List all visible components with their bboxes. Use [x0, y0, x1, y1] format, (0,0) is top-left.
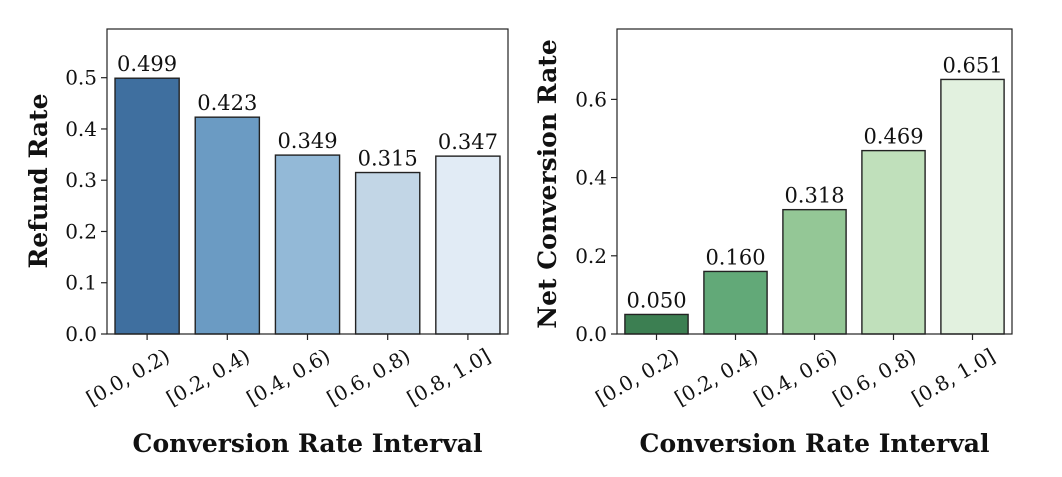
x-tick-label: [0.8, 1.0] — [403, 344, 495, 411]
bar-1 — [624, 313, 689, 335]
x-tick-label: [0.4, 0.6) — [749, 344, 841, 411]
y-tick-label: 0.6 — [575, 87, 607, 111]
y-tick-label: 0.0 — [575, 322, 607, 346]
data-label-2: 0.423 — [197, 91, 257, 115]
data-label-3: 0.349 — [277, 129, 337, 153]
y-tick-label: 0.1 — [65, 271, 97, 295]
chart-panel-2: 0.050 0.160 0.318 0.469 0.651 0.0 0.2 0.4 0.6 [0.… — [533, 28, 1013, 458]
bar-3 — [274, 154, 341, 335]
y-tick-label: 0.0 — [65, 322, 97, 346]
bar-2 — [194, 116, 261, 335]
y-tick-label: 0.2 — [575, 244, 607, 268]
bar-2 — [703, 270, 768, 335]
data-label-3: 0.318 — [784, 184, 844, 208]
bar-4 — [354, 171, 421, 335]
bar-4 — [861, 149, 926, 335]
x-axis-title: Conversion Rate Interval — [133, 429, 483, 458]
data-label-1: 0.050 — [626, 288, 686, 312]
y-tick-label: 0.4 — [65, 117, 97, 141]
x-tick-label: [0.2, 0.4) — [162, 344, 254, 411]
x-tick-label: [0.6, 0.8) — [828, 344, 920, 411]
data-label-5: 0.651 — [942, 53, 1002, 77]
bar-5 — [940, 78, 1005, 335]
x-tick-label: [0.0, 0.2) — [591, 344, 683, 411]
data-label-2: 0.160 — [705, 245, 765, 269]
bar-5 — [435, 155, 501, 335]
x-tick-label: [0.4, 0.6) — [242, 344, 334, 411]
x-tick-label: [0.6, 0.8) — [323, 344, 415, 411]
x-axis-title: Conversion Rate Interval — [640, 429, 990, 458]
y-tick-label: 0.2 — [65, 219, 97, 243]
data-label-1: 0.499 — [117, 52, 177, 76]
bar-3 — [782, 208, 847, 335]
x-tick-label: [0.2, 0.4) — [670, 344, 762, 411]
y-tick-label: 0.4 — [575, 166, 607, 190]
y-tick-label: 0.5 — [65, 66, 97, 90]
x-tick-label: [0.8, 1.0] — [907, 344, 999, 411]
data-label-4: 0.469 — [863, 125, 923, 149]
bar-1 — [114, 77, 180, 335]
data-label-5: 0.347 — [438, 130, 498, 154]
y-axis-title: Net Conversion Rate — [533, 39, 562, 329]
y-axis-title: Refund Rate — [24, 94, 53, 269]
y-tick-label: 0.3 — [65, 168, 97, 192]
data-label-4: 0.315 — [358, 147, 418, 171]
chart-panel-1: 0.499 0.423 0.349 0.315 0.347 0.0 0.1 0.2 0.3 0.4… — [24, 28, 509, 458]
x-tick-label: [0.0, 0.2) — [82, 344, 174, 411]
